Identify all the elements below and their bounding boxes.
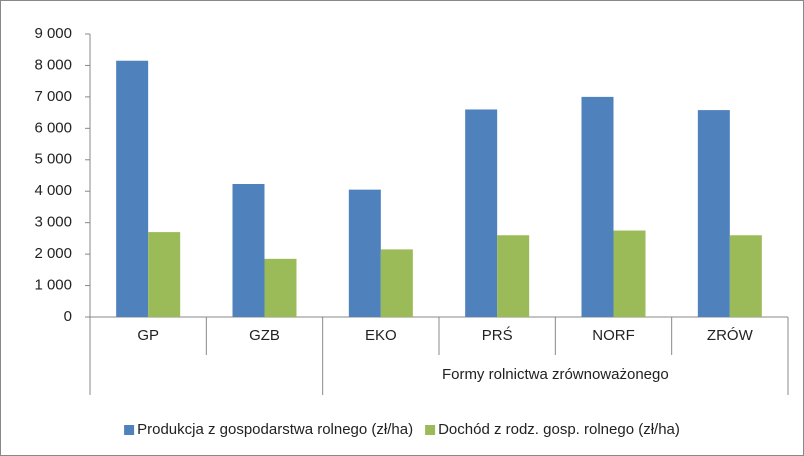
legend-swatch [425, 425, 436, 435]
bar [497, 235, 530, 317]
y-tick-label: 2 000 [34, 245, 72, 262]
legend-swatch [124, 425, 135, 435]
bar [465, 109, 498, 317]
y-tick-label: 0 [64, 308, 72, 325]
bar [613, 230, 646, 317]
x-tick-label: PRŚ [482, 326, 513, 344]
bar [148, 232, 181, 317]
x-tick-label: EKO [365, 327, 397, 344]
bar [729, 235, 762, 317]
legend-label: Dochód z rodz. gosp. rolnego (zł/ha) [438, 421, 680, 438]
bar [116, 60, 149, 317]
y-tick-label: 4 000 [34, 182, 72, 199]
legend-label: Produkcja z gospodarstwa rolnego (zł/ha) [137, 421, 413, 438]
bar [348, 189, 381, 317]
bar [380, 249, 413, 317]
bar [581, 96, 614, 317]
y-tick-label: 8 000 [34, 56, 72, 73]
bar [697, 110, 730, 318]
y-tick-label: 1 000 [34, 277, 72, 294]
x-tick-label: NORF [592, 327, 635, 344]
x-tick-label: GP [137, 327, 159, 344]
x-tick-label: ZRÓW [707, 327, 754, 344]
y-tick-label: 9 000 [34, 25, 72, 42]
x-tick-label: GZB [249, 327, 280, 344]
y-tick-label: 5 000 [34, 151, 72, 168]
y-tick-label: 7 000 [34, 88, 72, 105]
group-label: Formy rolnictwa zrównoważonego [442, 366, 669, 383]
y-tick-label: 3 000 [34, 214, 72, 231]
bar [232, 183, 265, 317]
y-tick-label: 6 000 [34, 119, 72, 136]
bar [264, 258, 297, 317]
